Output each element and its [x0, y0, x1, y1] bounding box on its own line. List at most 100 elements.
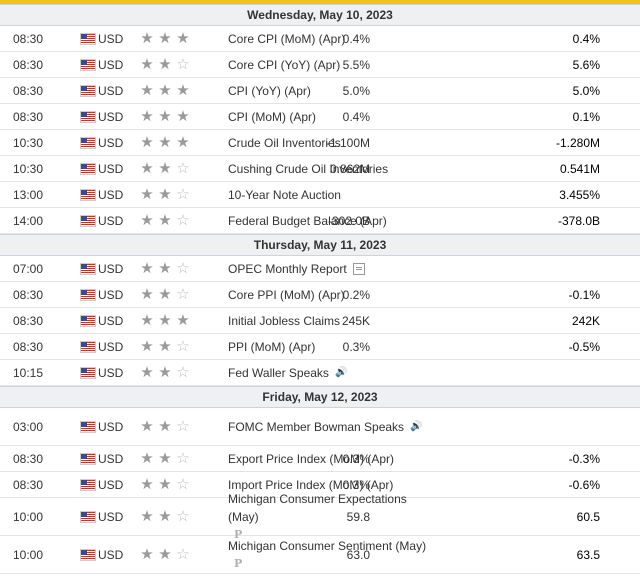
- event-name[interactable]: Fed Waller Speaks 🔊: [228, 360, 438, 385]
- event-row[interactable]: 10:30 USD ★ ★ ☆ Cushing Crude Oil Inventories…: [0, 156, 640, 182]
- event-name[interactable]: Crude Oil Inventories: [228, 130, 438, 155]
- speaker-icon[interactable]: 🔊: [334, 366, 348, 378]
- event-actual: 0.3%: [342, 339, 370, 354]
- event-name[interactable]: Core CPI (YoY) (Apr): [228, 52, 438, 77]
- event-name-text[interactable]: Michigan Consumer Sentiment (May): [228, 538, 427, 553]
- event-row[interactable]: 08:30 USD ★ ★ ★ CPI (MoM) (Apr) 0.4% 0.1%: [0, 104, 640, 130]
- event-row[interactable]: 08:30 USD ★ ★ ☆ Import Price Index (MoM) (Apr…: [0, 472, 640, 498]
- event-name[interactable]: CPI (YoY) (Apr): [228, 78, 438, 103]
- event-time: 08:30: [13, 339, 44, 354]
- event-currency: USD: [98, 261, 124, 276]
- event-row[interactable]: 08:30 USD ★ ★ ☆ PPI (MoM) (Apr) 0.3% -0.5%: [0, 334, 640, 360]
- importance-stars: ★ ★ ☆: [140, 52, 194, 77]
- event-name-text[interactable]: FOMC Member Bowman Speaks: [228, 419, 405, 434]
- event-name[interactable]: Core PPI (MoM) (Apr): [228, 282, 438, 307]
- event-name[interactable]: Export Price Index (MoM) (Apr): [228, 446, 438, 471]
- us-flag-icon: [80, 26, 96, 51]
- preliminary-icon[interactable]: P: [234, 527, 243, 541]
- importance-stars: ★ ★ ★: [140, 104, 194, 129]
- event-name-text[interactable]: 10-Year Note Auction: [228, 187, 341, 202]
- event-currency: USD: [98, 57, 124, 72]
- importance-stars: ★ ★ ☆: [140, 334, 194, 359]
- event-name-text[interactable]: Federal Budget Balance (Apr): [228, 213, 387, 228]
- event-name-text[interactable]: Core CPI (MoM) (Apr): [228, 31, 346, 46]
- importance-stars: ★ ★ ☆: [140, 256, 194, 281]
- event-name-text[interactable]: PPI (MoM) (Apr): [228, 339, 316, 354]
- event-name-text[interactable]: Core CPI (YoY) (Apr): [228, 57, 341, 72]
- event-currency: USD: [98, 509, 124, 524]
- event-row[interactable]: 13:00 USD ★ ★ ☆ 10-Year Note Auction 3.455%: [0, 182, 640, 208]
- event-currency: USD: [98, 419, 124, 434]
- event-currency: USD: [98, 547, 124, 562]
- event-row[interactable]: 07:00 USD ★ ★ ☆ OPEC Monthly Report: [0, 256, 640, 282]
- event-name-text[interactable]: Export Price Index (MoM) (Apr): [228, 451, 395, 466]
- us-flag-icon: [80, 182, 96, 207]
- event-name[interactable]: CPI (MoM) (Apr): [228, 104, 438, 129]
- us-flag-icon: [80, 360, 96, 385]
- importance-stars: ★ ★ ☆: [140, 208, 194, 233]
- event-time: 08:30: [13, 451, 44, 466]
- us-flag-icon: [80, 104, 96, 129]
- event-name-text[interactable]: Fed Waller Speaks: [228, 365, 329, 380]
- event-row[interactable]: 10:15 USD ★ ★ ☆ Fed Waller Speaks 🔊: [0, 360, 640, 386]
- event-actual: 59.8: [346, 509, 370, 524]
- speaker-icon[interactable]: 🔊: [410, 420, 423, 432]
- event-name[interactable]: Michigan Consumer Expectations (May) P: [228, 492, 438, 541]
- event-name-text[interactable]: OPEC Monthly Report: [228, 261, 347, 276]
- preliminary-icon[interactable]: P: [234, 556, 243, 570]
- event-name[interactable]: Core CPI (MoM) (Apr): [228, 26, 438, 51]
- event-name[interactable]: FOMC Member Bowman Speaks 🔊: [228, 408, 438, 445]
- event-time: 10:00: [13, 547, 44, 562]
- event-name-text[interactable]: Core PPI (MoM) (Apr): [228, 287, 345, 302]
- event-time: 10:00: [13, 509, 44, 524]
- us-flag-icon: [80, 536, 96, 573]
- star-filled-icon: ★: [158, 418, 172, 435]
- event-name-text[interactable]: Cushing Crude Oil Inventories: [228, 161, 389, 176]
- event-row[interactable]: 08:30 USD ★ ★ ☆ Core CPI (YoY) (Apr) 5.5% 5.6%: [0, 52, 640, 78]
- event-name-text[interactable]: CPI (YoY) (Apr): [228, 83, 311, 98]
- report-icon[interactable]: [352, 262, 365, 275]
- event-name[interactable]: Michigan Consumer Sentiment (May) P: [228, 536, 438, 573]
- event-name-text[interactable]: Import Price Index (MoM) (Apr): [228, 477, 394, 492]
- event-row[interactable]: 08:30 USD ★ ★ ★ CPI (YoY) (Apr) 5.0% 5.0%: [0, 78, 640, 104]
- event-name[interactable]: Federal Budget Balance (Apr): [228, 208, 438, 233]
- event-row[interactable]: 03:00 USD ★ ★ ☆ FOMC Member Bowman Speaks 🔊: [0, 408, 640, 446]
- event-currency: USD: [98, 83, 124, 98]
- star-empty-icon: ☆: [176, 546, 190, 563]
- event-actual: -1.100M: [325, 135, 370, 150]
- star-empty-icon: ☆: [176, 260, 190, 277]
- event-name-text[interactable]: Initial Jobless Claims: [228, 313, 341, 328]
- event-name-text[interactable]: Michigan Consumer Expectations (May): [228, 491, 407, 524]
- event-actual: -302.0B: [327, 213, 370, 228]
- event-name-text[interactable]: Crude Oil Inventories: [228, 135, 341, 150]
- top-accent-bar: [0, 0, 640, 4]
- event-row[interactable]: 08:30 USD ★ ★ ★ Core CPI (MoM) (Apr) 0.4% 0.4%: [0, 26, 640, 52]
- event-name[interactable]: 10-Year Note Auction: [228, 182, 438, 207]
- event-currency: USD: [98, 451, 124, 466]
- event-forecast: 5.0%: [572, 83, 600, 98]
- star-empty-icon: ☆: [176, 160, 190, 177]
- event-forecast: 60.5: [576, 509, 600, 524]
- event-name[interactable]: OPEC Monthly Report: [228, 256, 438, 281]
- event-name-text[interactable]: CPI (MoM) (Apr): [228, 109, 316, 124]
- star-filled-icon: ★: [140, 30, 154, 47]
- event-name[interactable]: PPI (MoM) (Apr): [228, 334, 438, 359]
- star-filled-icon: ★: [140, 108, 154, 125]
- event-name[interactable]: Import Price Index (MoM) (Apr): [228, 472, 438, 497]
- event-time: 07:00: [13, 261, 44, 276]
- event-forecast: -378.0B: [557, 213, 600, 228]
- importance-stars: ★ ★ ☆: [140, 282, 194, 307]
- event-row[interactable]: 08:30 USD ★ ★ ☆ Core PPI (MoM) (Apr) 0.2% -0.1%: [0, 282, 640, 308]
- star-empty-icon: ☆: [176, 56, 190, 73]
- event-row[interactable]: 10:00 USD ★ ★ ☆ Michigan Consumer Sentiment (…: [0, 536, 640, 574]
- star-filled-icon: ★: [140, 508, 154, 525]
- event-forecast: 242K: [571, 313, 600, 328]
- event-name[interactable]: Cushing Crude Oil Inventories: [228, 156, 438, 181]
- event-row[interactable]: 08:30 USD ★ ★ ☆ Export Price Index (MoM) (Apr…: [0, 446, 640, 472]
- event-row[interactable]: 14:00 USD ★ ★ ☆ Federal Budget Balance (Apr) -…: [0, 208, 640, 234]
- event-row[interactable]: 10:00 USD ★ ★ ☆ Michigan Consumer Expectation…: [0, 492, 640, 541]
- star-filled-icon: ★: [176, 82, 190, 99]
- event-name[interactable]: Initial Jobless Claims: [228, 308, 438, 333]
- event-row[interactable]: 08:30 USD ★ ★ ★ Initial Jobless Claims 245K 242…: [0, 308, 640, 334]
- event-row[interactable]: 10:30 USD ★ ★ ★ Crude Oil Inventories -1.100M -…: [0, 130, 640, 156]
